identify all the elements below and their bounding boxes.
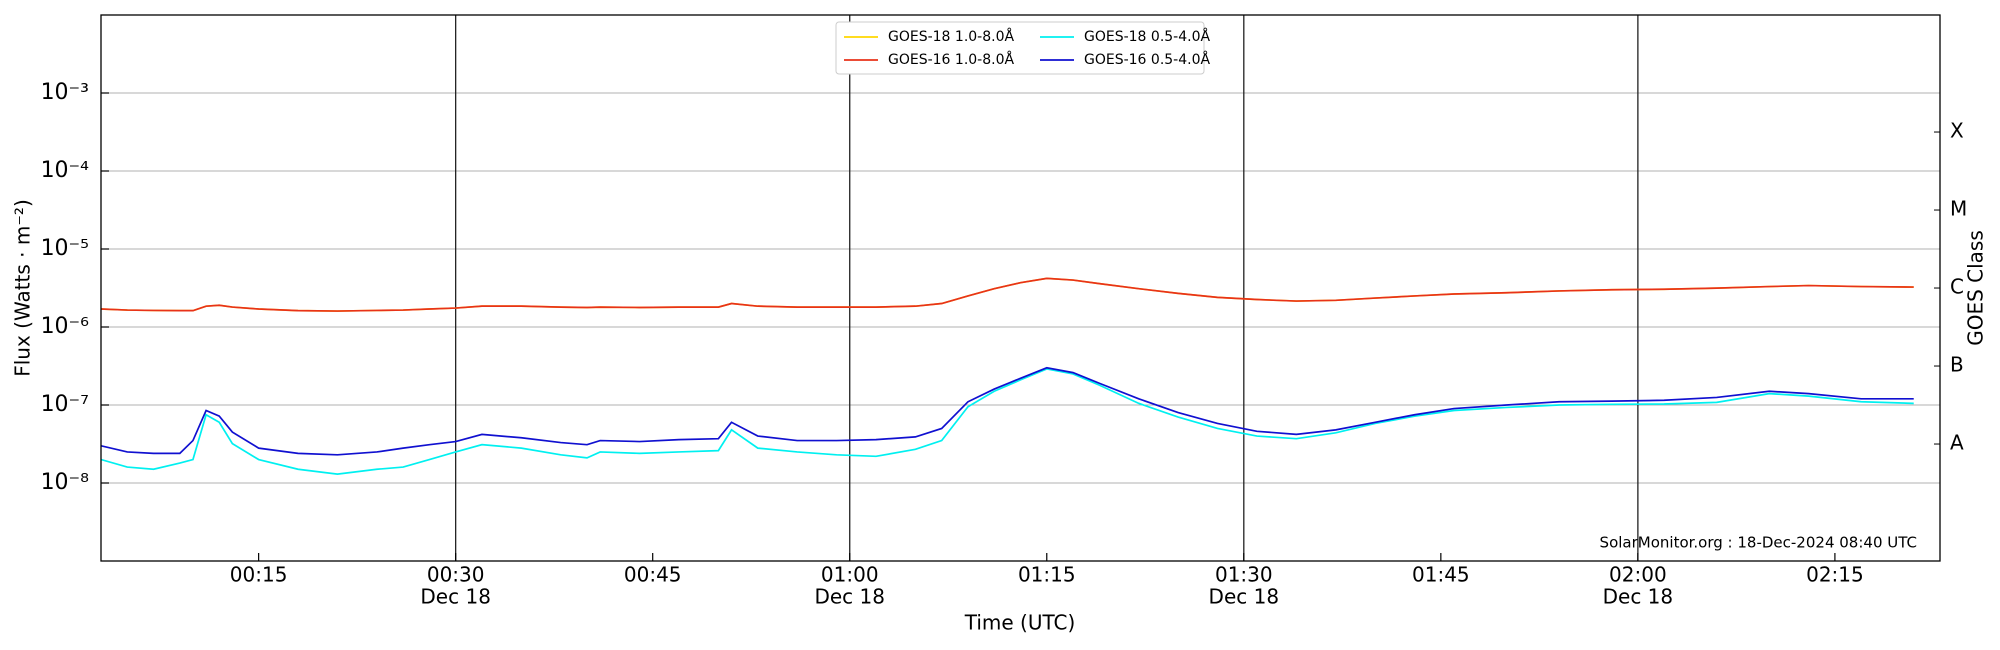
footer: SolarMonitor.org : 18-Dec-2024 08:40 UTC <box>1600 534 1917 552</box>
x-tick-label: 01:30 <box>1215 563 1273 587</box>
legend-label: GOES-16 1.0-8.0Å <box>888 51 1014 68</box>
x-tick-date: Dec 18 <box>1603 585 1674 609</box>
legend-label: GOES-18 0.5-4.0Å <box>1084 28 1210 45</box>
y-tick-label: 10⁻⁴ <box>41 158 90 183</box>
series-line <box>101 277 1914 312</box>
y2-tick-label: C <box>1950 275 1964 299</box>
series-line <box>101 366 1914 456</box>
y2-tick-label: B <box>1950 353 1964 377</box>
x-tick-label: 02:00 <box>1609 563 1667 587</box>
y2-tick-label: M <box>1950 197 1967 221</box>
y2-tick-label: X <box>1950 119 1964 143</box>
x-tick-label: 01:15 <box>1018 563 1076 587</box>
y-tick-label: 10⁻⁵ <box>41 236 89 261</box>
x-tick-label: 00:45 <box>624 563 682 587</box>
legend-label: GOES-16 0.5-4.0Å <box>1084 51 1210 68</box>
plot-frame <box>100 14 1941 562</box>
y-tick-label: 10⁻⁸ <box>41 470 90 495</box>
y2-tick-label: A <box>1950 431 1964 455</box>
series-line <box>101 277 1914 312</box>
x-tick-date: Dec 18 <box>1209 585 1280 609</box>
x-tick-label: 02:15 <box>1806 563 1864 587</box>
x-tick-date: Dec 18 <box>814 585 885 609</box>
y-tick-label: 10⁻⁷ <box>41 392 89 417</box>
y-tick-label: 10⁻³ <box>41 80 89 105</box>
x-tick-label: 00:30 <box>427 563 485 587</box>
x-tick-date: Dec 18 <box>420 585 491 609</box>
legend-label: GOES-18 1.0-8.0Å <box>888 28 1014 45</box>
x-tick-label: 01:00 <box>821 563 879 587</box>
x-axis-label: Time (UTC) <box>964 611 1076 635</box>
y2-axis-label: GOES Class <box>1964 230 1988 346</box>
series-line <box>101 368 1914 475</box>
x-tick-label: 00:15 <box>230 563 288 587</box>
legend-box <box>835 21 1205 75</box>
x-tick-label: 01:45 <box>1412 563 1470 587</box>
y-axis-label: Flux (Watts · m⁻²) <box>11 199 35 377</box>
y-tick-label: 10⁻⁶ <box>41 314 90 339</box>
